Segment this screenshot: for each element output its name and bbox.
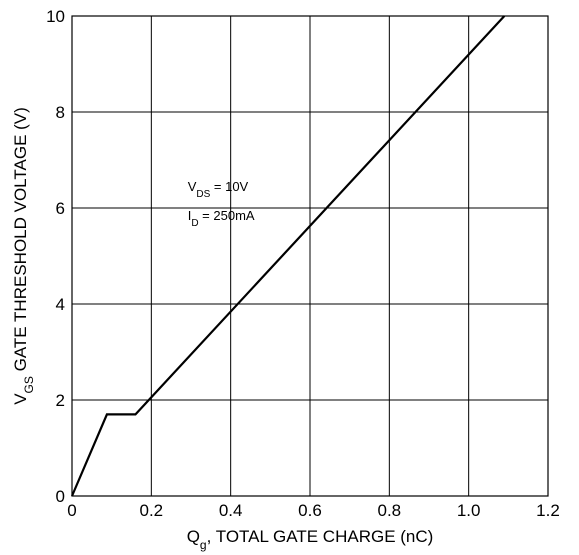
annotation-text: ID = 250mA bbox=[188, 208, 255, 229]
y-tick-label: 8 bbox=[56, 103, 65, 122]
grid-lines bbox=[72, 16, 548, 496]
annotation-text: VDS = 10V bbox=[188, 179, 249, 200]
x-axis-label: Qg, TOTAL GATE CHARGE (nC) bbox=[187, 527, 434, 552]
y-tick-label: 0 bbox=[56, 487, 65, 506]
y-tick-label: 2 bbox=[56, 391, 65, 410]
annotation-group: VDS = 10V ID = 250mA bbox=[188, 179, 255, 228]
x-tick-label: 0.6 bbox=[298, 501, 322, 520]
x-tick-label: 0 bbox=[67, 501, 76, 520]
series-line bbox=[70, 15, 506, 497]
series-group bbox=[70, 15, 506, 497]
y-tick-label: 6 bbox=[56, 199, 65, 218]
y-tick-label: 10 bbox=[46, 7, 65, 26]
y-tick-label: 4 bbox=[56, 295, 65, 314]
x-tick-label: 1.2 bbox=[536, 501, 560, 520]
plot-frame bbox=[71, 15, 549, 497]
y-axis-label: VGS GATE THRESHOLD VOLTAGE (V) bbox=[11, 107, 36, 405]
tick-labels: 0 0.2 0.4 0.6 0.8 1.0 1.2 0 2 4 6 8 10 bbox=[46, 7, 560, 520]
x-tick-label: 0.4 bbox=[219, 501, 243, 520]
x-tick-label: 0.8 bbox=[378, 501, 402, 520]
x-tick-label: 0.2 bbox=[140, 501, 164, 520]
x-tick-label: 1.0 bbox=[457, 501, 481, 520]
